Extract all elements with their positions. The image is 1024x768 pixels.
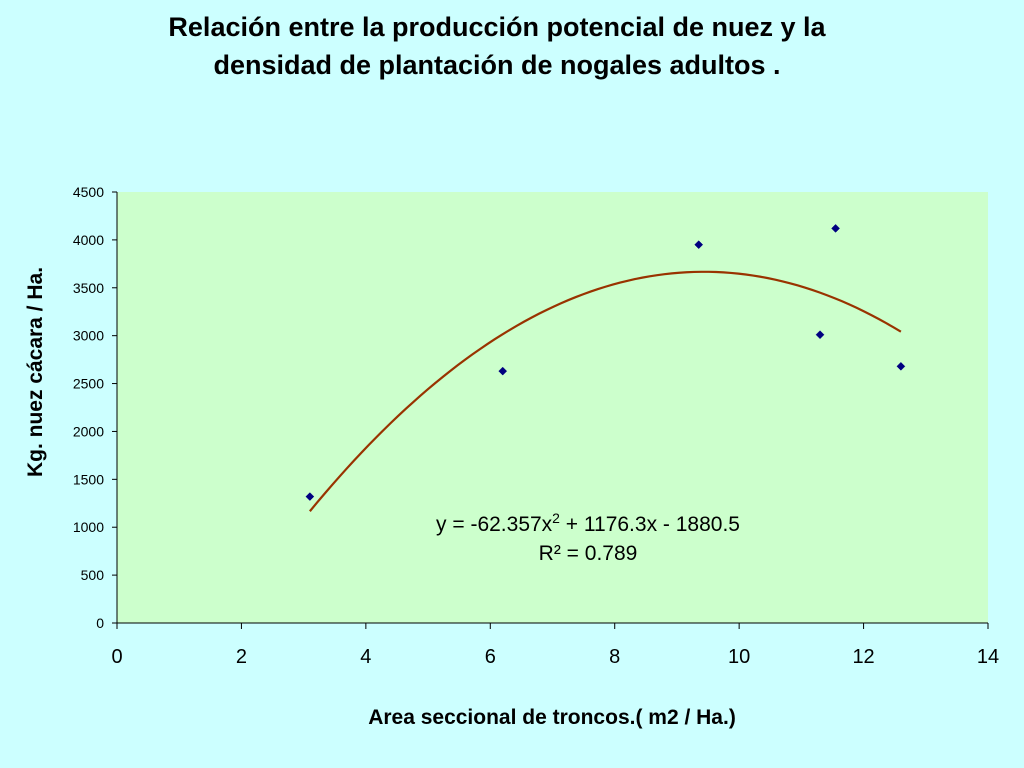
trendline-group — [309, 270, 902, 512]
y-tick-label: 4000 — [73, 232, 104, 248]
x-tick-label: 2 — [236, 646, 247, 668]
x-tick-label: 4 — [360, 646, 371, 668]
data-point-marker — [305, 492, 315, 501]
y-axis-title: Kg. nuez cácara / Ha. — [24, 267, 47, 477]
r-squared-label: R² = 0.789 — [539, 542, 638, 565]
y-tick-label: 0 — [96, 615, 104, 631]
y-tick-label: 1000 — [73, 519, 104, 535]
x-tick-label: 8 — [609, 646, 620, 668]
y-tick-label: 3500 — [73, 280, 104, 296]
y-tick-label: 500 — [81, 567, 105, 583]
plot-area — [117, 192, 988, 623]
data-point-marker — [896, 361, 906, 371]
data-point-marker — [831, 224, 840, 233]
data-point-marker — [815, 330, 825, 340]
x-axis-ticks: 0 2 4 6 8 10 12 14 — [111, 623, 999, 668]
trendline-equation: y = -62.357x2 + 1176.3x - 1880.5 — [436, 510, 740, 536]
trendline-curve — [309, 270, 902, 512]
x-axis-title: Area seccional de troncos.( m2 / Ha.) — [368, 706, 736, 729]
data-points — [305, 224, 906, 501]
data-point-marker — [694, 240, 704, 250]
equation-suffix: + 1176.3x - 1880.5 — [560, 513, 740, 536]
y-tick-label: 2500 — [73, 376, 104, 392]
equation-prefix: y = -62.357x — [436, 513, 553, 536]
x-tick-label: 10 — [728, 646, 750, 668]
equation-exponent: 2 — [552, 510, 560, 526]
x-tick-label: 14 — [977, 646, 999, 668]
y-tick-label: 1500 — [73, 471, 104, 487]
y-tick-label: 3000 — [73, 328, 104, 344]
x-tick-label: 6 — [485, 646, 496, 668]
y-axis-ticks: 0 500 1000 1500 2000 2500 3000 3500 4000 4500 — [73, 184, 117, 631]
chart-title-line-1: Relación entre la producción potencial d… — [168, 12, 826, 42]
y-tick-label: 4500 — [73, 184, 104, 200]
x-tick-label: 12 — [852, 646, 874, 668]
y-tick-label: 2000 — [73, 423, 104, 439]
data-point-marker — [498, 366, 508, 376]
x-tick-label: 0 — [111, 646, 122, 668]
chart-title-line-2: densidad de plantación de nogales adulto… — [213, 50, 780, 80]
